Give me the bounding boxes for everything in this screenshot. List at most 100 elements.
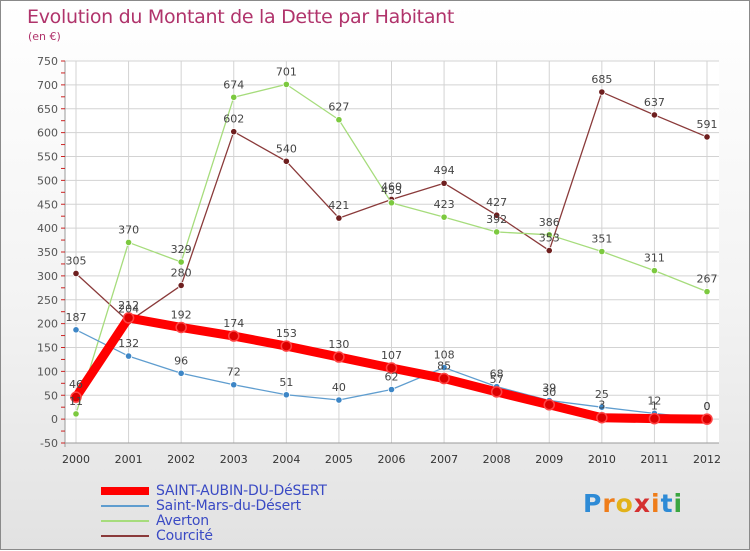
x-tick-label: 2002 [167,453,195,466]
series-point-3 [650,111,659,119]
series-point-3 [72,269,80,278]
data-label: 39 [542,382,556,395]
series-point-2 [440,213,448,221]
y-tick-label: 550 [37,151,58,164]
x-tick-label: 2012 [693,453,721,466]
data-label: 453 [381,184,402,197]
data-label: 494 [434,164,455,177]
series-point-3 [282,157,290,165]
y-tick-label: 400 [37,222,58,235]
legend-label: Saint-Mars-du-Désert [156,498,301,514]
series-point-2 [703,288,711,296]
series-point-2 [124,238,133,247]
series-point-2 [387,199,396,207]
data-label: 351 [591,233,612,246]
data-label: 627 [328,101,349,114]
proxiti-logo: Proxiti [583,489,683,518]
data-label: 51 [279,376,293,389]
data-label: 370 [118,223,139,236]
legend-item: SAINT-AUBIN-DU-DéSERT [101,483,361,499]
y-tick-label: 700 [37,79,58,92]
series-point-0 [122,312,135,324]
data-label: 192 [171,308,192,321]
series-point-3 [703,133,711,141]
data-label: 72 [227,366,241,379]
data-label: 353 [539,232,560,245]
series-point-3 [493,211,501,219]
y-tick-label: 300 [37,270,58,283]
data-label: 427 [486,196,507,209]
data-label: 421 [328,199,349,212]
data-label: 25 [595,388,609,401]
series-point-3 [335,214,343,222]
x-tick-label: 2001 [115,453,143,466]
chart-subtitle: (en €) [28,30,61,43]
x-tick-label: 2004 [272,453,300,466]
y-tick-label: 150 [37,342,58,355]
series-point-2 [230,93,238,101]
data-label: 674 [223,78,244,91]
data-label: 204 [118,303,139,316]
y-tick-label: 500 [37,174,58,187]
series-point-1 [598,403,606,411]
data-label: 62 [385,371,399,384]
legend-swatch [101,505,149,507]
series-point-2 [598,247,606,256]
x-tick-label: 2008 [483,453,511,466]
series-point-2 [650,267,659,275]
series-point-1 [72,326,80,334]
series-point-3 [598,88,606,96]
y-tick-label: 0 [51,413,58,426]
series-point-0 [228,330,240,342]
data-label: 11 [69,395,83,408]
series-point-1 [177,369,185,377]
logo-letter: i [673,489,684,518]
data-label: 701 [276,65,297,78]
x-tick-label: 2009 [535,453,563,466]
data-label: 40 [332,381,346,394]
data-label: 423 [434,198,455,211]
series-point-1 [387,385,396,394]
data-label: 68 [490,368,504,381]
series-point-3 [545,246,553,255]
data-label: 153 [276,327,297,340]
series-point-2 [177,258,185,266]
series-point-2 [335,116,343,124]
data-label: 130 [328,338,349,351]
data-label: 280 [171,266,192,279]
legend-label: SAINT-AUBIN-DU-DéSERT [156,483,327,499]
series-point-0 [280,340,293,352]
series-point-2 [545,231,553,239]
y-tick-label: 650 [37,103,58,116]
series-point-0 [701,413,713,425]
series-point-0 [648,412,661,425]
data-label: 132 [118,337,139,350]
series-point-2 [72,410,80,418]
data-label: 637 [644,96,665,109]
x-tick-label: 2007 [430,453,458,466]
series-point-0 [385,362,398,374]
data-label: 329 [171,243,192,256]
legend-item: Courcité [101,528,361,544]
series-point-3 [440,179,448,187]
data-label: 174 [223,317,244,330]
logo-letter: P [583,489,603,518]
data-label: 107 [381,349,402,362]
legend: SAINT-AUBIN-DU-DéSERT Saint-Mars-du-Déser… [101,483,361,544]
y-tick-label: 100 [37,365,58,378]
data-label: 685 [591,73,612,86]
data-label: 212 [118,299,139,312]
series-point-1 [335,396,343,404]
legend-item: Averton [101,513,361,529]
logo-letter: t [660,489,674,518]
series-point-0 [596,411,608,424]
x-tick-label: 2006 [378,453,406,466]
y-tick-label: 250 [37,294,58,307]
series-point-0 [438,372,450,385]
data-label: 3 [598,399,605,412]
data-label: 1 [651,400,658,413]
legend-swatch [101,520,149,522]
series-point-0 [543,399,555,411]
